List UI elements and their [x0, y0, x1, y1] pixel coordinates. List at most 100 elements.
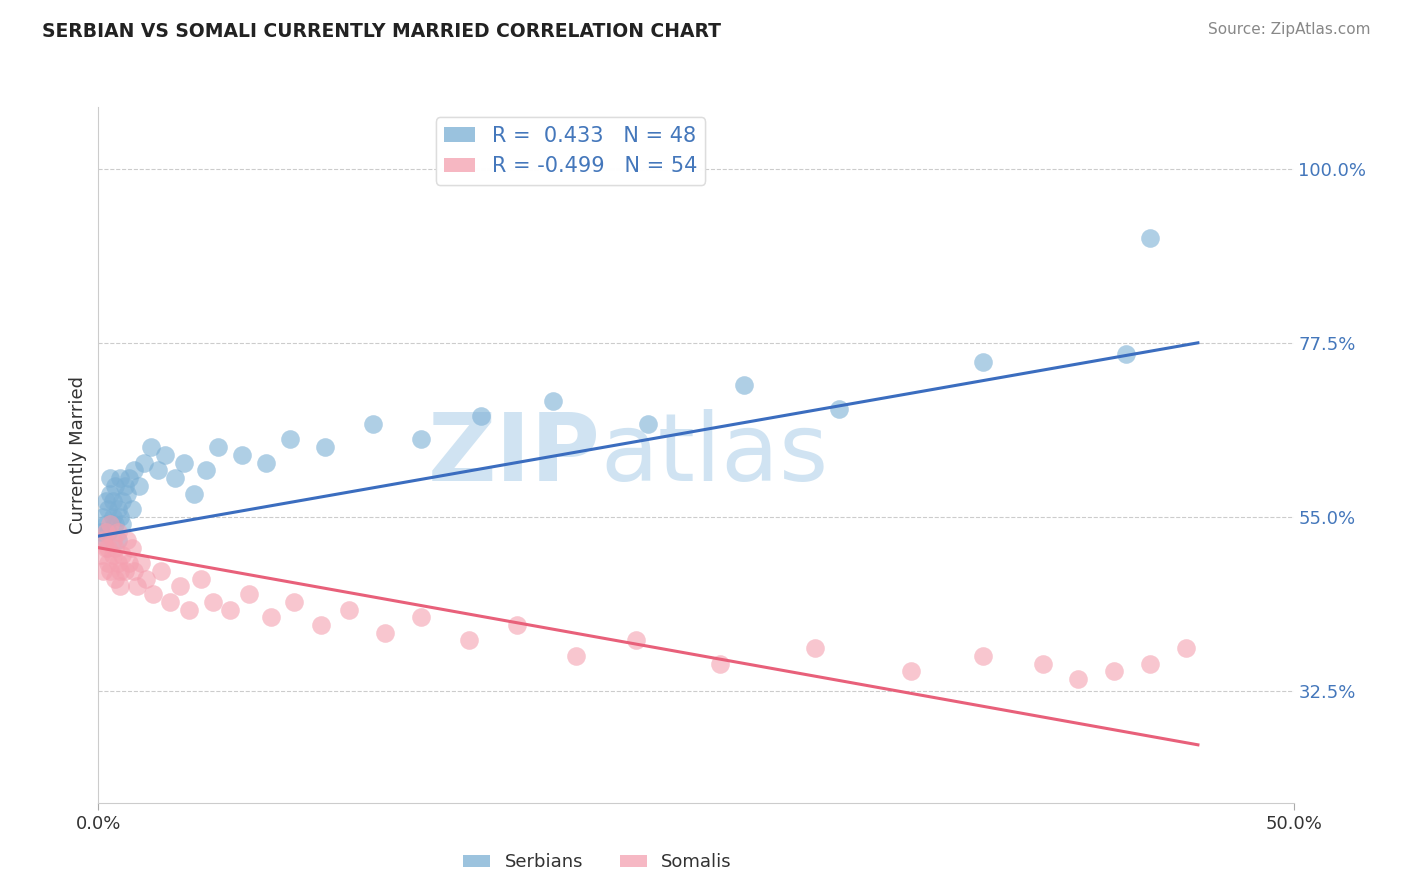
Point [97, 556, 120, 570]
Point [259, 610, 281, 624]
Point [128, 479, 150, 493]
Point [104, 572, 127, 586]
Point [107, 533, 129, 547]
Point [94, 494, 117, 508]
Point [626, 633, 648, 648]
Point [118, 471, 141, 485]
Text: Source: ZipAtlas.com: Source: ZipAtlas.com [1208, 22, 1371, 37]
Point [91, 533, 114, 547]
Point [202, 595, 225, 609]
Point [104, 517, 127, 532]
Point [97, 502, 120, 516]
Point [101, 549, 124, 563]
Text: SERBIAN VS SOMALI CURRENTLY MARRIED CORRELATION CHART: SERBIAN VS SOMALI CURRENTLY MARRIED CORR… [42, 22, 721, 41]
Point [108, 564, 131, 578]
Point [1032, 657, 1054, 671]
Point [149, 564, 172, 578]
Point [972, 648, 994, 663]
Point [315, 440, 337, 454]
Point [98, 517, 122, 532]
Point [108, 509, 131, 524]
Point [709, 657, 731, 671]
Point [470, 409, 492, 424]
Point [637, 417, 659, 431]
Point [190, 572, 212, 586]
Point [115, 486, 138, 500]
Point [118, 556, 141, 570]
Point [94, 541, 117, 555]
Point [121, 541, 143, 555]
Point [900, 665, 922, 679]
Point [97, 541, 120, 555]
Point [411, 610, 433, 624]
Point [828, 401, 851, 416]
Point [363, 417, 385, 431]
Point [148, 463, 170, 477]
Point [411, 433, 433, 447]
Point [97, 525, 120, 540]
Point [309, 618, 332, 632]
Point [94, 517, 117, 532]
Point [108, 471, 131, 485]
Point [104, 541, 127, 555]
Point [104, 479, 127, 493]
Legend: Serbians, Somalis: Serbians, Somalis [456, 847, 740, 879]
Point [101, 533, 124, 547]
Point [1175, 641, 1198, 656]
Point [124, 463, 146, 477]
Point [111, 494, 134, 508]
Point [219, 602, 242, 616]
Text: atlas: atlas [600, 409, 828, 501]
Point [142, 587, 165, 601]
Point [107, 502, 129, 516]
Point [733, 378, 755, 392]
Point [506, 618, 529, 632]
Point [173, 456, 195, 470]
Point [107, 556, 129, 570]
Point [238, 587, 260, 601]
Point [107, 525, 129, 540]
Point [115, 533, 138, 547]
Point [114, 479, 136, 493]
Point [91, 509, 114, 524]
Point [139, 440, 162, 454]
Point [159, 595, 181, 609]
Point [108, 579, 131, 593]
Point [1139, 657, 1161, 671]
Point [125, 579, 148, 593]
Point [194, 463, 218, 477]
Point [124, 564, 146, 578]
Point [1067, 672, 1090, 686]
Point [121, 502, 143, 516]
Point [541, 393, 564, 408]
Point [1102, 665, 1125, 679]
Point [111, 517, 134, 532]
Point [135, 572, 157, 586]
Y-axis label: Currently Married: Currently Married [69, 376, 87, 534]
Point [207, 440, 229, 454]
Point [169, 579, 191, 593]
Point [565, 648, 588, 663]
Point [132, 456, 155, 470]
Point [231, 448, 253, 462]
Point [183, 486, 205, 500]
Point [114, 564, 136, 578]
Point [163, 471, 186, 485]
Point [1115, 347, 1137, 361]
Point [278, 433, 301, 447]
Point [339, 602, 360, 616]
Point [1139, 231, 1161, 245]
Point [374, 625, 396, 640]
Point [91, 533, 114, 547]
Point [98, 564, 122, 578]
Legend: R =  0.433   N = 48, R = -0.499   N = 54: R = 0.433 N = 48, R = -0.499 N = 54 [436, 118, 706, 185]
Point [101, 509, 124, 524]
Point [972, 355, 994, 369]
Point [111, 549, 134, 563]
Point [91, 564, 114, 578]
Point [90, 549, 112, 563]
Point [98, 471, 122, 485]
Point [94, 525, 117, 540]
Point [458, 633, 481, 648]
Point [155, 448, 177, 462]
